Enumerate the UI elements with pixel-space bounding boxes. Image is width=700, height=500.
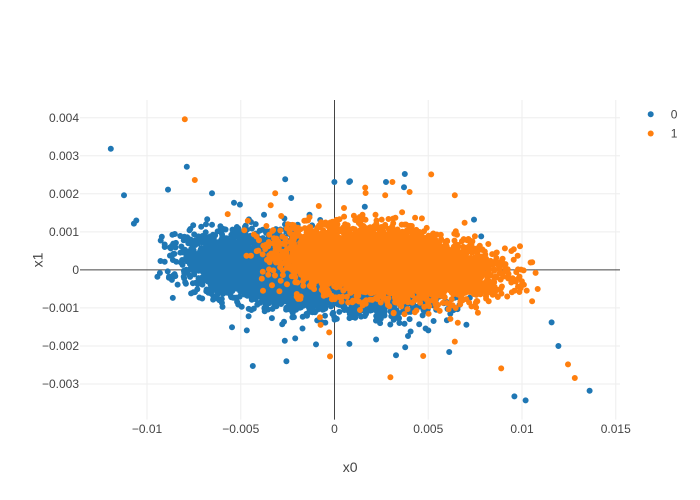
svg-text:−0.003: −0.003 [42, 377, 79, 391]
svg-text:x0: x0 [343, 459, 358, 475]
svg-text:0.015: 0.015 [601, 422, 631, 436]
svg-text:x1: x1 [29, 252, 45, 267]
svg-text:0.004: 0.004 [49, 111, 79, 125]
svg-text:0.001: 0.001 [49, 225, 79, 239]
svg-text:−0.01: −0.01 [132, 422, 163, 436]
svg-text:0: 0 [72, 263, 79, 277]
svg-text:0.01: 0.01 [510, 422, 534, 436]
svg-text:−0.002: −0.002 [42, 339, 79, 353]
svg-text:0: 0 [671, 108, 678, 122]
svg-text:0.003: 0.003 [49, 149, 79, 163]
svg-text:0: 0 [331, 422, 338, 436]
svg-text:0.002: 0.002 [49, 187, 79, 201]
svg-text:1: 1 [671, 127, 678, 141]
svg-text:0.005: 0.005 [413, 422, 443, 436]
svg-text:−0.001: −0.001 [42, 301, 79, 315]
svg-text:−0.005: −0.005 [222, 422, 259, 436]
